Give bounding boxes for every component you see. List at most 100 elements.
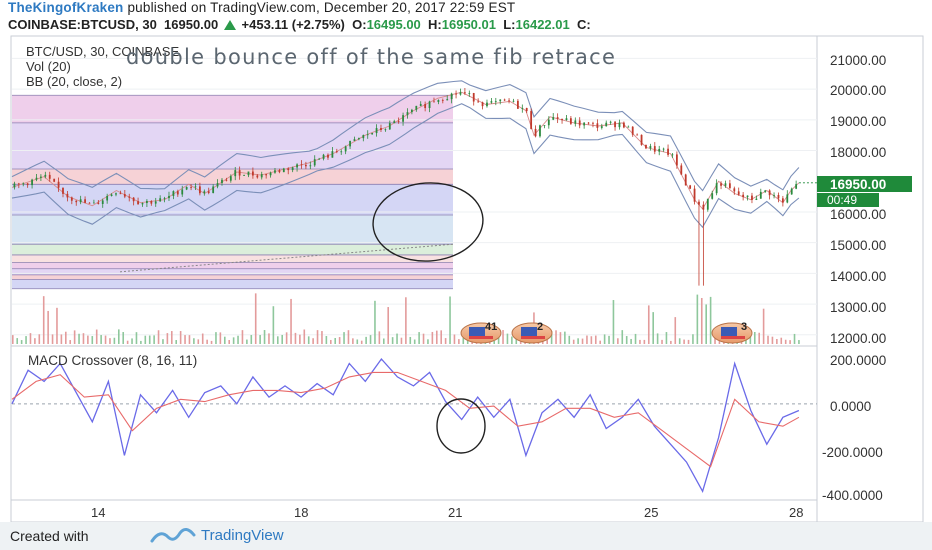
candle-body	[631, 126, 634, 135]
volume-bar	[462, 338, 465, 344]
candle-body	[446, 99, 449, 101]
volume-bar	[639, 339, 641, 344]
volume-bar	[617, 338, 619, 344]
chart-canvas[interactable]: BTC/USD, 30, COINBASE double bounce off …	[0, 0, 932, 522]
candle-body	[618, 122, 621, 128]
symbol-line: COINBASE:BTCUSD, 30 16950.00 +453.11 (+2…	[8, 17, 591, 32]
macd-line	[11, 357, 800, 493]
price-axis-pane[interactable]	[816, 35, 924, 522]
candle-body	[57, 181, 60, 188]
volume-bar	[153, 335, 155, 344]
tradingview-brand[interactable]: TradingView	[201, 527, 284, 544]
candle-body	[380, 128, 382, 130]
candle-body	[362, 135, 365, 139]
volume-bar	[170, 331, 173, 344]
time-axis-pane[interactable]	[10, 499, 818, 522]
price-tick: 19000.00	[830, 114, 886, 129]
candle-body	[583, 122, 586, 126]
time-tick: 14	[91, 505, 105, 520]
volume-bar	[325, 335, 328, 344]
annotation-text: double bounce off of the same fib retrac…	[126, 45, 616, 69]
volume-bar	[594, 335, 597, 344]
volume-bar	[493, 340, 495, 344]
price-tick: 14000.00	[830, 269, 886, 284]
candle-body	[556, 117, 559, 119]
candle-body	[393, 121, 396, 124]
candle-body	[640, 134, 643, 145]
candle-body	[48, 174, 51, 179]
volume-bar	[793, 333, 796, 344]
candle-body	[525, 107, 528, 112]
candle-body	[715, 183, 718, 194]
candle-body	[53, 178, 56, 182]
low-value: 16422.01	[515, 17, 570, 32]
tradingview-logo-icon[interactable]	[150, 527, 196, 548]
volume-bar	[285, 332, 288, 344]
annotation-circle-price	[372, 182, 484, 262]
volume-bar	[197, 339, 200, 344]
candle-body	[265, 174, 268, 176]
volume-bar	[166, 333, 169, 344]
candle-body	[574, 120, 577, 124]
volume-bar	[511, 336, 513, 344]
volume-bar	[316, 330, 319, 344]
candles[interactable]	[13, 87, 817, 286]
candle-body	[256, 175, 259, 178]
time-tick: 18	[294, 505, 308, 520]
price-tick: 21000.00	[830, 53, 886, 68]
signal-line	[11, 371, 800, 468]
volume-bar	[568, 335, 571, 344]
author-link[interactable]: TheKingofKraken	[8, 0, 124, 15]
price-tick: 20000.00	[830, 83, 886, 98]
candle-body	[402, 115, 404, 122]
candle-body	[35, 177, 38, 180]
event-badge-3[interactable]: 3	[711, 321, 753, 344]
event-badge-1[interactable]: 41	[460, 321, 502, 344]
candle-body	[516, 100, 519, 109]
macd-pane[interactable]	[10, 345, 818, 501]
volume-bar	[38, 334, 41, 344]
volume-bar	[210, 340, 213, 344]
candle-body	[543, 125, 546, 127]
candle-body	[680, 165, 683, 175]
candle-body	[658, 148, 661, 152]
volume-bar	[458, 339, 460, 344]
candle-body	[62, 187, 64, 194]
open-label: O:	[352, 17, 367, 32]
volume-bar	[647, 305, 650, 344]
candle-body	[711, 193, 714, 199]
candle-body	[229, 176, 232, 181]
candle-body	[459, 92, 462, 95]
candle-body	[662, 148, 665, 150]
volume-bar	[20, 340, 23, 344]
candle-body	[146, 200, 148, 204]
candle-body	[636, 134, 639, 136]
candle-body	[645, 144, 647, 149]
candle-body	[728, 183, 731, 189]
price-tick: 15000.00	[830, 238, 886, 253]
volume-bar	[179, 331, 182, 344]
candle-body	[238, 170, 241, 176]
volume-bar	[352, 338, 354, 344]
candle-body	[499, 99, 502, 102]
event-badge-2[interactable]: 2	[511, 321, 553, 344]
candle-body	[247, 171, 250, 176]
volume-bar	[652, 312, 654, 344]
candle-body	[252, 171, 254, 176]
bollinger-lower	[11, 103, 800, 229]
fib-retracement[interactable]	[12, 94, 454, 290]
candle-body	[486, 102, 488, 107]
macd-tick: 200.0000	[830, 353, 886, 368]
volume-bar	[382, 338, 385, 344]
volume-bar	[272, 306, 275, 344]
candle-body	[622, 122, 625, 128]
candle-body	[552, 117, 555, 120]
candle-body	[366, 134, 369, 136]
candle-body	[344, 146, 347, 152]
volume-bar	[767, 335, 769, 344]
volume-bar	[427, 339, 429, 344]
candle-body	[132, 197, 135, 202]
volume-bar	[87, 335, 89, 344]
created-with-text: Created with	[10, 528, 89, 544]
volume-bar	[290, 298, 292, 344]
